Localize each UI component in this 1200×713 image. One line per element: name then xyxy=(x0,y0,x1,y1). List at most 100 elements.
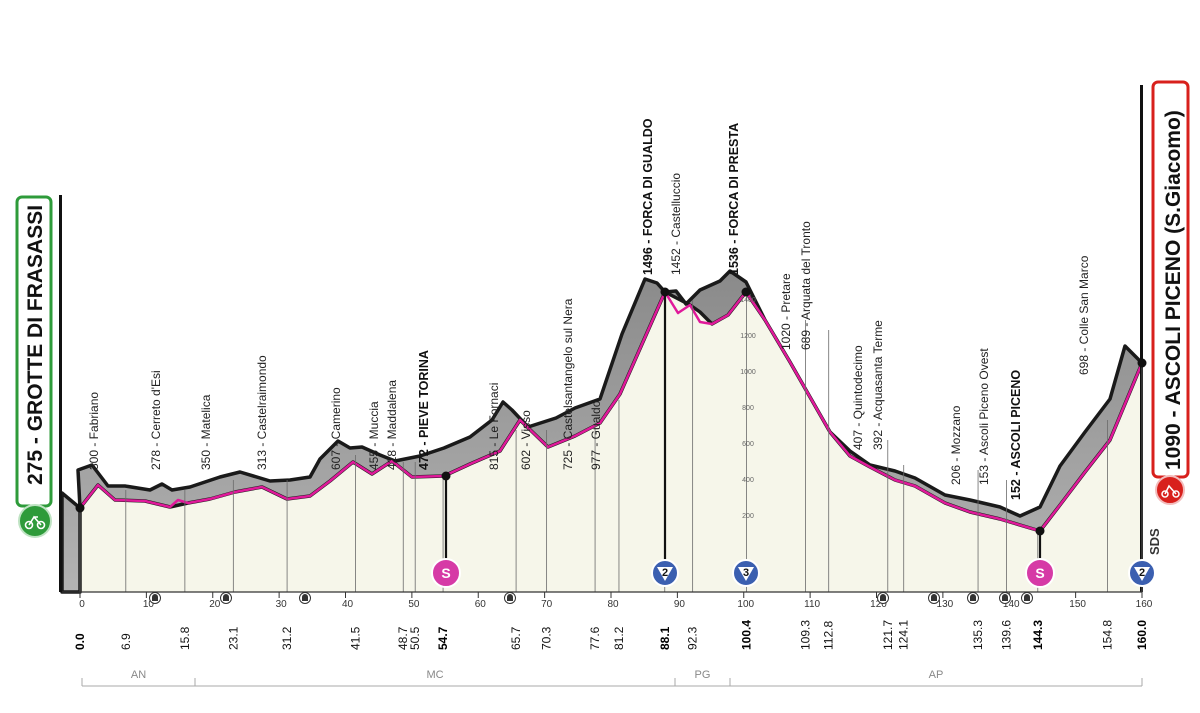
elevation-tick-label: 600 xyxy=(742,441,754,448)
km-tick-label: 10 xyxy=(143,599,155,610)
finish-bike-icon xyxy=(1155,475,1185,505)
distance-label: 109.3 xyxy=(798,620,812,650)
tunnel-icon xyxy=(504,592,516,604)
distance-label: 144.3 xyxy=(1031,620,1045,650)
brand-logo: SDS xyxy=(1147,528,1162,555)
place-label: 1496 - FORCA DI GUALDO xyxy=(641,118,655,275)
marker-dot xyxy=(741,287,751,297)
svg-text:3: 3 xyxy=(743,567,749,579)
distance-label: 23.1 xyxy=(226,626,240,650)
place-label: 206 - Mozzano xyxy=(949,405,963,485)
mtb-icon xyxy=(1161,484,1180,498)
finish-label: 1090 - ASCOLI PICENO (S.Giacomo) xyxy=(1162,110,1185,470)
start-box: 275 - GROTTE DI FRASASSI xyxy=(15,195,53,538)
tunnel-icon xyxy=(1021,592,1033,604)
place-label: 698 - Colle San Marco xyxy=(1077,255,1091,375)
region-label: AN xyxy=(131,669,146,681)
distance-label: 50.5 xyxy=(408,626,422,650)
place-label: 689 - Arquata del Tronto xyxy=(799,221,813,350)
km-tick-label: 150 xyxy=(1069,599,1086,610)
start-wall xyxy=(59,195,62,592)
distance-label: 124.1 xyxy=(897,620,911,650)
place-label: 455 - Muccia xyxy=(367,401,381,470)
km-tick-label: 160 xyxy=(1136,599,1153,610)
finish-wall xyxy=(1140,85,1143,592)
distance-label: 70.3 xyxy=(540,626,554,650)
place-label: 407 - Quintodecimo xyxy=(851,345,865,450)
distance-label: 77.6 xyxy=(588,626,602,650)
tunnel-icon xyxy=(299,592,311,604)
tunnel-icon xyxy=(928,592,940,604)
distance-label: 41.5 xyxy=(348,626,362,650)
elevation-tick-label: 200 xyxy=(742,513,754,520)
distance-label: 135.3 xyxy=(971,620,985,650)
distance-label: 92.3 xyxy=(686,626,700,650)
tunnels xyxy=(149,592,1033,604)
distance-label: 0.0 xyxy=(73,633,87,650)
marker-dot xyxy=(1137,358,1147,368)
tunnel-icon xyxy=(220,592,232,604)
place-label: 278 - Cerreto d'Esi xyxy=(149,370,163,470)
svg-text:2: 2 xyxy=(662,567,668,579)
place-label: 815 - Le Fornaci xyxy=(487,383,501,470)
distance-labels: 0.0 6.9 15.8 23.1 31.2 41.5 48.750.5 54.7 65.7 70… xyxy=(73,620,1149,650)
tunnel-icon xyxy=(967,592,979,604)
start-label: 275 - GROTTE DI FRASASSI xyxy=(24,205,47,485)
km-tick-label: 70 xyxy=(541,599,553,610)
place-label: 1452 - Castelluccio xyxy=(669,173,683,275)
km-tick-label: 60 xyxy=(475,599,487,610)
distance-label: 48.7 xyxy=(396,626,410,650)
start-bike-icon xyxy=(18,504,52,538)
place-label: 350 - Matelica xyxy=(199,394,213,470)
distance-label: 112.8 xyxy=(822,621,836,650)
place-label: 725 - Castelsantangelo sul Nera xyxy=(561,298,575,470)
kom-badge: 2 xyxy=(1128,559,1156,587)
distance-label: 65.7 xyxy=(509,626,523,650)
svg-text:S: S xyxy=(441,565,450,581)
region-label: PG xyxy=(695,669,711,681)
elevation-tick-label: 1000 xyxy=(740,369,756,376)
place-label: 1020 - Pretare xyxy=(779,273,793,350)
place-labels: 300 - Fabriano 278 - Cerreto d'Esi 350 - M… xyxy=(87,118,1091,500)
place-label: 152 - ASCOLI PICENO xyxy=(1009,370,1023,500)
place-label: 602 - Visso xyxy=(519,410,533,470)
gridlines xyxy=(79,292,1143,592)
distance-label: 81.2 xyxy=(612,626,626,650)
km-tick-label: 140 xyxy=(1003,599,1020,610)
tunnel-icon xyxy=(149,592,161,604)
place-label: 472 - PIEVE TORINA xyxy=(417,350,431,470)
km-tick-label: 120 xyxy=(870,599,887,610)
place-label: 1536 - FORCA DI PRESTA xyxy=(727,123,741,275)
place-label: 153 - Ascoli Piceno Ovest xyxy=(977,348,991,485)
km-tick-label: 100 xyxy=(737,599,754,610)
place-label: 300 - Fabriano xyxy=(87,392,101,470)
sprint-badge: S xyxy=(1025,558,1055,588)
marker-dot xyxy=(75,503,85,513)
region-bar: AN MC PG AP xyxy=(81,669,1143,687)
km-tick-label: 30 xyxy=(276,599,288,610)
km-tick-label: 50 xyxy=(408,599,420,610)
distance-label: 160.0 xyxy=(1135,620,1149,650)
profile-area xyxy=(80,292,1142,592)
km-tick-label: 40 xyxy=(342,599,354,610)
place-label: 977 - Gualdo xyxy=(589,400,603,470)
kom-badge: 3 xyxy=(732,559,760,587)
place-label: 313 - Castelraimondo xyxy=(255,355,269,470)
elevation-tick-label: 800 xyxy=(742,405,754,412)
km-tick-label: 130 xyxy=(937,599,954,610)
region-label: MC xyxy=(426,669,443,681)
elevation-tick-label: 1400 xyxy=(740,297,756,304)
place-label: 392 - Acquasanta Terme xyxy=(871,320,885,450)
elevation-scale: 1400 1200 1000 800 600 400 200 xyxy=(740,297,756,520)
bicycle-icon xyxy=(24,515,46,530)
markers xyxy=(75,287,1147,560)
elevation-tick-label: 400 xyxy=(742,477,754,484)
tunnel-icon xyxy=(999,592,1011,604)
distance-label: 139.6 xyxy=(1000,620,1014,650)
km-tick-label: 20 xyxy=(209,599,221,610)
badges: S 2 3 S 2 xyxy=(431,558,1156,588)
distance-label: 6.9 xyxy=(119,633,133,650)
km-tick-label: 110 xyxy=(804,599,820,610)
km-tick-label: 80 xyxy=(607,599,619,610)
